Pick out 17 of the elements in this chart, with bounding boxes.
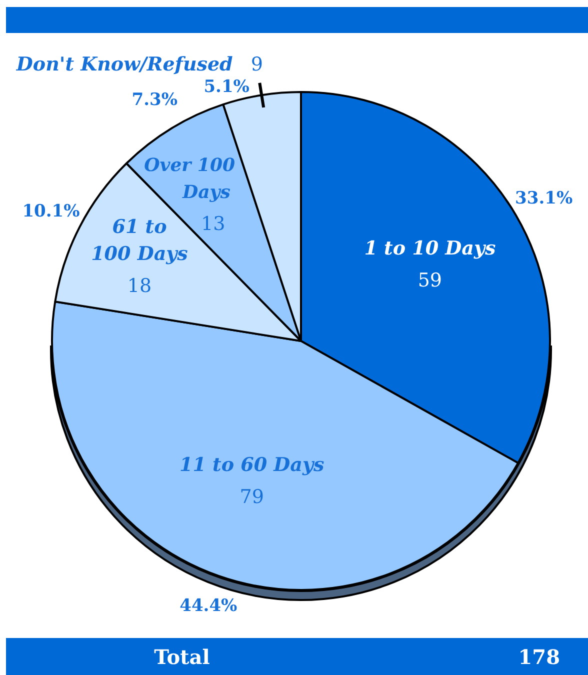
text: 178 (517, 644, 561, 668)
data-label: 59 (418, 269, 442, 292)
data-label: 13 (200, 213, 226, 236)
text: 10.1% (22, 201, 80, 222)
text: 33.1% (515, 188, 573, 208)
slice-label: 1 to 10 Days (364, 237, 496, 260)
data-label: 18 (127, 275, 152, 298)
text: 7.3% (132, 90, 178, 110)
slice-label: Don't Know/Refused (15, 54, 233, 76)
data-label: 9 (250, 54, 263, 76)
text: 44.4% (180, 596, 238, 616)
data-label: 79 (240, 486, 264, 508)
slice-label: 61 to 100 Days (91, 216, 188, 266)
text: 5.1% (204, 77, 250, 98)
slice-label: Over 100 Days (144, 154, 236, 203)
slice-label: 11 to 60 Days (179, 454, 324, 476)
text: Total (153, 644, 211, 668)
